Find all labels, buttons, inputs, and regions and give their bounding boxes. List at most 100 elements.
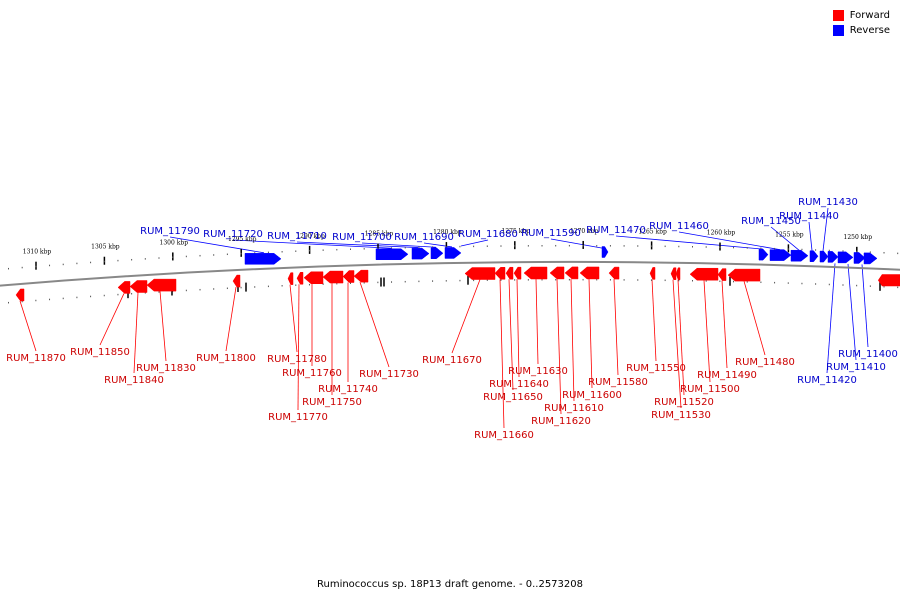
gene-label-reverse: RUM_11460 — [649, 221, 709, 232]
gene-leader-line — [169, 236, 265, 254]
minor-tick — [117, 259, 119, 262]
gene-label-forward: RUM_11620 — [531, 416, 591, 427]
minor-tick — [226, 253, 228, 256]
gene-leader-line — [296, 241, 419, 248]
gene-arrow — [296, 272, 304, 285]
gene-leader-line — [508, 279, 514, 391]
gene-label-forward: RUM_11530 — [651, 410, 711, 421]
minor-tick — [473, 279, 475, 282]
minor-tick — [856, 284, 858, 287]
gene-label-reverse: RUM_11450 — [741, 216, 801, 227]
minor-tick — [199, 254, 201, 257]
gene-leader-line — [297, 284, 300, 411]
gene-arrow — [244, 253, 282, 265]
minor-tick — [418, 280, 420, 283]
minor-tick — [842, 250, 844, 252]
minor-tick — [49, 298, 51, 301]
minor-tick — [62, 297, 64, 300]
minor-tick — [801, 248, 803, 251]
gene-arrow — [670, 267, 677, 280]
minor-tick — [856, 250, 858, 253]
gene-leader-line — [556, 278, 562, 415]
minor-tick — [596, 244, 598, 247]
gene-leader-line — [232, 239, 393, 249]
minor-tick — [897, 252, 899, 255]
gene-arrow — [769, 249, 792, 261]
minor-tick — [131, 292, 133, 295]
minor-tick — [568, 278, 570, 281]
minor-tick — [445, 280, 447, 282]
minor-tick — [377, 247, 379, 250]
gene-arrow — [494, 267, 506, 280]
minor-tick — [213, 254, 215, 256]
gene-label-forward: RUM_11840 — [104, 375, 164, 386]
minor-tick — [609, 279, 611, 281]
gene-leader-line — [19, 300, 37, 352]
gene-leader-line — [808, 221, 813, 251]
gene-arrow — [819, 250, 829, 263]
gene-leader-line — [570, 278, 575, 402]
minor-tick — [692, 245, 693, 248]
gene-label-forward: RUM_11670 — [422, 355, 482, 366]
minor-tick — [705, 246, 707, 248]
gene-label-reverse: RUM_11400 — [838, 349, 898, 360]
gene-label-forward: RUM_11640 — [489, 379, 549, 390]
gene-leader-line — [861, 264, 869, 348]
gene-leader-line — [743, 280, 766, 356]
minor-tick — [350, 248, 351, 250]
minor-tick — [90, 261, 92, 264]
axis-tick: 1260 kbp — [707, 230, 736, 251]
minor-tick — [815, 249, 817, 251]
gene-leader-line — [721, 280, 728, 369]
tick-label: 1275 kbp — [502, 228, 531, 235]
minor-tick — [404, 246, 406, 249]
gene-label-forward: RUM_11730 — [359, 369, 419, 380]
gene-leader-line — [550, 238, 606, 250]
minor-tick — [363, 282, 365, 284]
minor-tick — [719, 246, 721, 249]
minor-tick — [322, 283, 324, 285]
minor-tick — [787, 248, 789, 250]
gene-arrow — [809, 250, 819, 262]
minor-tick — [117, 293, 119, 296]
minor-tick — [650, 245, 652, 247]
tick-label: 1310 kbp — [23, 249, 52, 256]
minor-tick — [678, 279, 680, 282]
gene-label-forward: RUM_11660 — [474, 430, 534, 441]
gene-leader-line — [770, 226, 800, 251]
gene-arrow — [523, 266, 548, 280]
minor-tick — [226, 287, 228, 290]
minor-tick — [828, 283, 830, 286]
minor-tick — [541, 244, 543, 247]
minor-tick — [883, 251, 885, 254]
gene-arrow — [129, 280, 148, 293]
gene-arrow — [444, 247, 462, 259]
minor-tick — [432, 246, 434, 248]
minor-tick — [555, 244, 557, 247]
gene-arrow — [430, 247, 444, 259]
minor-tick — [842, 284, 844, 286]
gene-leader-line — [423, 242, 453, 248]
minor-tick — [869, 251, 871, 253]
gene-leader-line — [615, 235, 764, 250]
legend-item-forward: Forward — [832, 8, 890, 23]
gene-label-reverse: RUM_11680 — [458, 229, 518, 240]
minor-tick — [897, 286, 899, 289]
minor-tick — [705, 280, 707, 282]
tick-label: 1300 kbp — [160, 239, 189, 246]
gene-leader-line — [826, 263, 836, 374]
minor-tick — [350, 282, 351, 284]
gene-label-reverse: RUM_11590 — [521, 228, 581, 239]
gene-arrow — [758, 248, 769, 261]
legend-label-forward: Forward — [849, 10, 890, 21]
minor-tick — [336, 248, 338, 251]
minor-tick — [240, 286, 242, 289]
tick-label: 1260 kbp — [707, 230, 736, 237]
minor-tick — [746, 247, 748, 249]
minor-tick — [582, 244, 584, 247]
gene-label-reverse: RUM_11470 — [586, 225, 646, 236]
gene-label-forward: RUM_11500 — [680, 384, 740, 395]
gene-arrow — [853, 252, 866, 264]
minor-tick — [281, 285, 283, 287]
gene-label-reverse: RUM_11430 — [798, 197, 858, 208]
